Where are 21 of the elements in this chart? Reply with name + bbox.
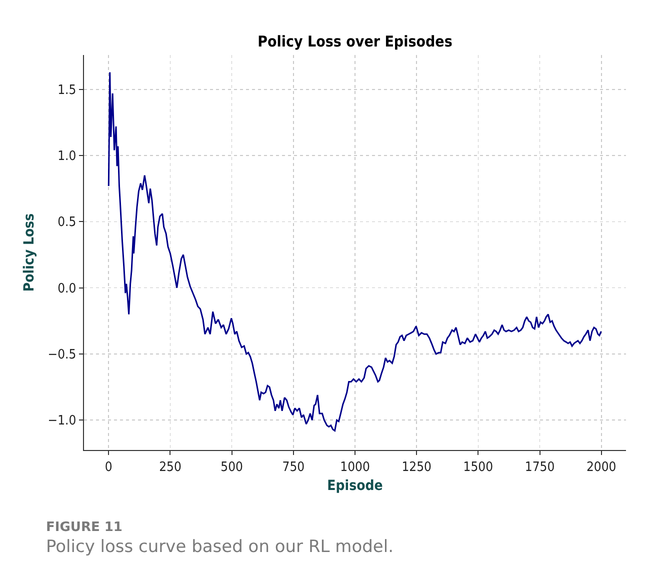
x-tick-label: 2000 — [586, 460, 616, 475]
y-tick-label: 1.0 — [58, 149, 76, 164]
x-tick-label: 250 — [159, 460, 182, 475]
chart-title: Policy Loss over Episodes — [258, 32, 452, 50]
x-tick-label: 1250 — [402, 460, 432, 475]
x-tick-label: 1750 — [524, 460, 555, 475]
x-tick-label: 0 — [104, 460, 112, 475]
line-series — [108, 71, 602, 432]
y-tick-label: 0.5 — [58, 215, 76, 230]
y-tick-label: 1.5 — [58, 82, 76, 98]
x-tick-label: 1500 — [463, 460, 494, 475]
x-tick-label: 750 — [282, 460, 305, 475]
y-tick-label: −0.5 — [48, 348, 76, 363]
x-tick-label: 1000 — [340, 460, 370, 475]
y-tick-label: 0.0 — [58, 281, 76, 296]
caption: FIGURE 11 — [46, 520, 122, 535]
y-axis-title: Policy Loss — [21, 213, 38, 292]
y-tick-label: −1.0 — [48, 414, 76, 429]
x-axis-title: Episode — [327, 478, 383, 494]
x-tick-label: 500 — [220, 460, 243, 475]
text: Policy loss curve based on our RL model. — [46, 537, 394, 557]
